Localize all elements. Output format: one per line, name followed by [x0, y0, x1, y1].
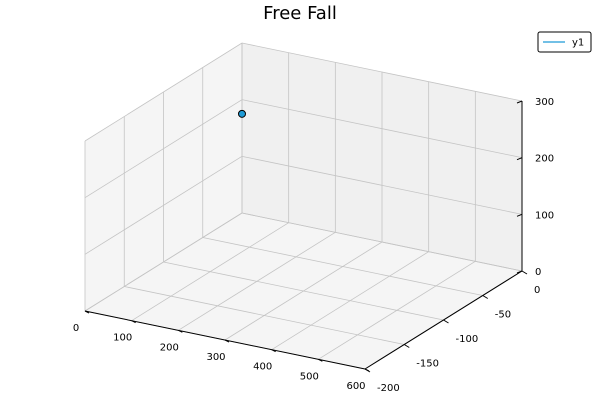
- x-tick: [131, 320, 136, 324]
- gridline-z: [84, 155, 243, 255]
- y-tick: [482, 295, 489, 299]
- gridline-z: [84, 212, 243, 312]
- gridline-z: [241, 155, 523, 215]
- grid-lines: [84, 42, 523, 370]
- data-marks: [238, 109, 246, 118]
- x-tick: [271, 349, 276, 353]
- x-tick-label: 100: [113, 333, 132, 344]
- y-tick-label: -200: [377, 383, 400, 394]
- legend: y1: [537, 31, 592, 53]
- x-tick-label: 200: [160, 342, 179, 353]
- gridline-z: [241, 212, 523, 272]
- z-tick-label: 100: [535, 210, 554, 221]
- gridline-z: [84, 99, 243, 199]
- x-tick: [84, 310, 90, 314]
- y-tick: [364, 368, 371, 373]
- y-tick: [403, 344, 410, 348]
- z-tick: [516, 157, 523, 161]
- x-tick: [224, 339, 230, 343]
- y-tick-label: -150: [416, 359, 439, 370]
- z-tick-label: 0: [535, 267, 541, 278]
- z-tick: [516, 213, 523, 217]
- y-tick-label: -50: [495, 310, 511, 321]
- chart-title: Free Fall: [263, 3, 337, 24]
- legend-label-y1: y1: [572, 38, 584, 49]
- x-tick-label: 500: [300, 371, 319, 382]
- gridline-y: [163, 261, 444, 321]
- x-tick-label: 600: [346, 381, 365, 392]
- data-point-y1: [238, 109, 246, 118]
- x-tick-label: 0: [73, 323, 79, 334]
- y-tick: [521, 270, 528, 275]
- x-tick: [318, 358, 323, 362]
- z-tick: [516, 270, 523, 274]
- z-tick: [516, 100, 523, 104]
- gridline-y: [202, 237, 483, 296]
- gridline-z: [84, 42, 243, 142]
- axis-panes: [85, 43, 522, 369]
- x-tick-label: 400: [253, 362, 272, 373]
- z-tick-label: 300: [535, 97, 554, 108]
- y-tick: [443, 319, 449, 324]
- x-tick: [178, 329, 183, 333]
- x-tick-label: 300: [206, 352, 225, 363]
- axis-lines: [84, 100, 528, 373]
- tick-labels: 0 100 200 300 400 500 600 0 -50 -100 -150 -200 0 100 2…: [73, 97, 554, 394]
- y-tick-label: -100: [456, 334, 479, 345]
- z-tick-label: 200: [535, 154, 554, 165]
- gridline-z: [241, 42, 523, 102]
- gridline-z: [241, 99, 523, 159]
- gridline-y: [124, 286, 405, 345]
- y-tick-label: 0: [534, 285, 540, 296]
